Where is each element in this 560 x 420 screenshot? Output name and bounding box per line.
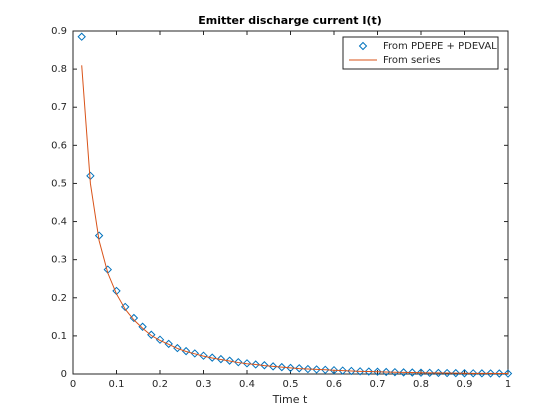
y-tick-label: 0.8 — [51, 64, 67, 75]
marker — [338, 366, 347, 375]
marker — [408, 368, 417, 377]
legend-box — [342, 36, 499, 70]
marker — [260, 361, 269, 370]
y-tick-label: 0 — [61, 369, 67, 380]
marker — [242, 359, 252, 368]
legend-marker — [358, 41, 368, 51]
marker — [268, 362, 278, 371]
y-tick-label: 0.5 — [51, 178, 67, 189]
marker — [503, 369, 513, 378]
marker — [312, 365, 321, 374]
marker — [286, 363, 295, 373]
marker — [434, 368, 443, 378]
marker — [399, 368, 408, 377]
y-tick-label: 0.6 — [51, 140, 67, 151]
marker — [199, 351, 208, 360]
x-tick-label: 0.8 — [413, 379, 429, 390]
x-tick-label: 0.9 — [457, 379, 473, 390]
x-axis-label: Time t — [272, 393, 308, 406]
marker — [277, 362, 287, 372]
marker — [347, 366, 356, 376]
marker — [373, 367, 382, 376]
marker — [416, 368, 426, 377]
marker — [207, 353, 217, 362]
marker — [155, 335, 165, 344]
x-tick-label: 0.5 — [283, 379, 299, 390]
marker — [468, 369, 478, 378]
y-tick-label: 0.7 — [51, 102, 67, 113]
marker — [216, 354, 226, 364]
plot-area — [72, 30, 509, 375]
marker — [321, 365, 330, 375]
marker — [390, 367, 400, 377]
marker — [329, 365, 339, 375]
marker — [460, 369, 469, 378]
y-tick-label: 0.9 — [51, 26, 67, 37]
marker — [234, 357, 243, 367]
x-tick-label: 0.6 — [326, 379, 342, 390]
marker — [294, 364, 304, 373]
marker — [303, 364, 313, 374]
marker — [190, 349, 200, 358]
marker — [355, 367, 365, 376]
y-tick-label: 0.1 — [51, 331, 67, 342]
marker — [364, 367, 374, 376]
y-tick-label: 0.4 — [51, 217, 67, 228]
marker — [251, 360, 260, 369]
marker — [495, 369, 504, 378]
marker — [77, 32, 86, 41]
marker — [442, 368, 452, 378]
marker — [477, 369, 487, 378]
x-tick-label: 1 — [505, 379, 511, 390]
marker — [451, 368, 461, 378]
x-tick-label: 0.1 — [109, 379, 125, 390]
x-tick-label: 0.3 — [196, 379, 212, 390]
x-tick-label: 0.4 — [239, 379, 255, 390]
chart-title: Emitter discharge current I(t) — [198, 14, 382, 27]
y-tick-label: 0.3 — [51, 255, 67, 266]
x-tick-label: 0.2 — [152, 379, 168, 390]
series-line — [81, 65, 509, 375]
marker — [181, 346, 191, 356]
legend-label: From series — [383, 55, 441, 66]
legend-label: From PDEPE + PDEVAL — [383, 41, 497, 52]
marker — [425, 368, 434, 378]
x-tick-label: 0.7 — [370, 379, 386, 390]
x-tick-label: 0 — [70, 379, 76, 390]
marker — [381, 367, 391, 377]
y-tick-label: 0.2 — [51, 293, 67, 304]
marker — [225, 356, 234, 365]
marker — [486, 369, 495, 378]
